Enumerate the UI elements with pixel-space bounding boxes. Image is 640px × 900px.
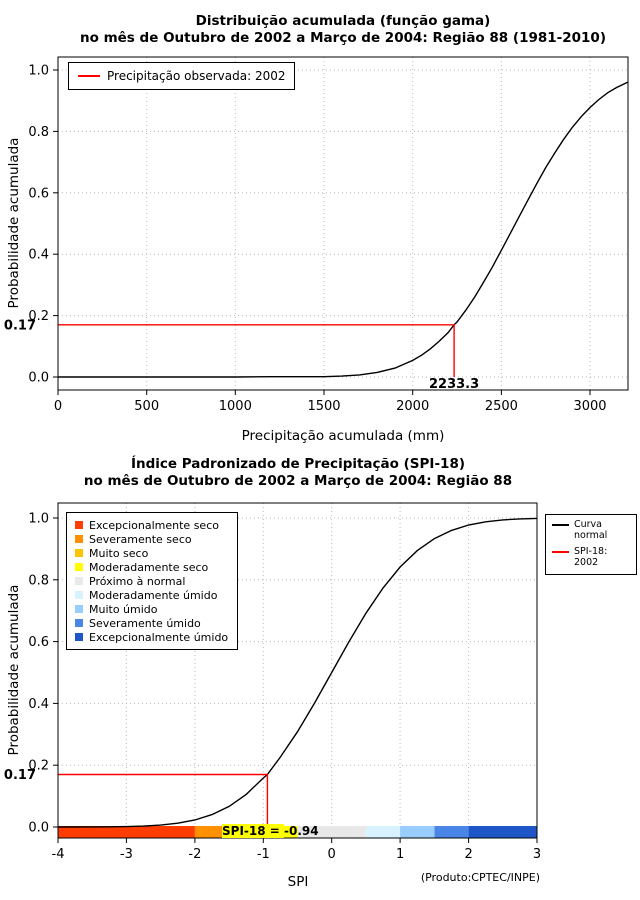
- chart2-y-axis-label: Probabilidade acumulada: [6, 584, 22, 756]
- category-swatch-icon: [75, 619, 83, 627]
- svg-text:2500: 2500: [485, 399, 518, 414]
- svg-text:-3: -3: [120, 847, 133, 862]
- svg-text:0: 0: [328, 847, 336, 862]
- category-label: Moderadamente seco: [89, 560, 209, 574]
- category-swatch-icon: [75, 535, 83, 543]
- svg-text:2: 2: [464, 847, 472, 862]
- svg-text:-4: -4: [52, 847, 65, 862]
- curves-legend: Curva normal SPI-18: 2002: [545, 514, 637, 575]
- spi-categories-legend: Excepcionalmente seco Severamente seco M…: [66, 512, 239, 650]
- category-swatch-icon: [75, 591, 83, 599]
- svg-text:1500: 1500: [307, 399, 340, 414]
- svg-text:3000: 3000: [573, 399, 606, 414]
- legend-item-spi-2002: SPI-18: 2002: [552, 545, 630, 569]
- legend-item-proximo-a-normal: Próximo à normal: [75, 574, 228, 588]
- chart2-x-axis-label: SPI: [287, 874, 309, 890]
- svg-text:0.17: 0.17: [4, 318, 36, 333]
- product-credit: (Produto:CPTEC/INPE): [420, 871, 540, 884]
- svg-text:0.4: 0.4: [28, 248, 49, 263]
- category-label: Excepcionalmente úmido: [89, 630, 229, 644]
- category-swatch-icon: [75, 633, 83, 641]
- category-label: Severamente úmido: [89, 616, 201, 630]
- chart1-subtitle: no mês de Outubro de 2002 a Março de 200…: [80, 30, 606, 46]
- category-label: Severamente seco: [89, 532, 192, 546]
- chart1-y-axis-label: Probabilidade acumulada: [6, 137, 22, 309]
- normal-curve-label: Curva normal: [574, 519, 608, 541]
- spi-line-label: SPI-18: 2002: [574, 545, 608, 568]
- svg-text:0.8: 0.8: [28, 125, 49, 140]
- svg-text:0.6: 0.6: [28, 186, 49, 201]
- category-swatch-icon: [75, 563, 83, 571]
- observed-precip-legend-label: Precipitação observada: 2002: [107, 69, 286, 83]
- svg-text:0.6: 0.6: [28, 635, 49, 650]
- svg-text:-2: -2: [188, 847, 201, 862]
- category-swatch-icon: [75, 605, 83, 613]
- category-swatch-icon: [75, 521, 83, 529]
- legend-item-moderadamente-seco: Moderadamente seco: [75, 560, 228, 574]
- legend-item-muito-umido: Muito úmido: [75, 602, 228, 616]
- legend-item-severamente-seco: Severamente seco: [75, 532, 228, 546]
- legend-item-curva-normal: Curva normal: [552, 519, 630, 542]
- svg-text:2233.3: 2233.3: [429, 377, 479, 392]
- spi-value-prefix: SPI-18 =: [222, 824, 284, 838]
- gamma-cdf-plot: 0 500 1000 1500 2000 2500 3000 0.0 0.2 0.4 0.6 0.8 1…: [4, 56, 629, 414]
- spi-cdf-plot: -4 -3 -2 -1 0 1 2 3 0.0 0.2 0.4 0.6 0.8 1.0 0.17: [4, 502, 541, 862]
- category-label: Excepcionalmente seco: [89, 518, 219, 532]
- svg-text:0.2: 0.2: [28, 309, 49, 324]
- normal-curve-line-sample: [552, 524, 569, 526]
- legend-item-moderadamente-umido: Moderadamente úmido: [75, 588, 228, 602]
- svg-text:0.0: 0.0: [28, 821, 49, 836]
- chart1-title: Distribuição acumulada (função gama): [195, 13, 491, 29]
- svg-text:500: 500: [134, 399, 159, 414]
- chart1-x-axis-label: Precipitação acumulada (mm): [241, 428, 445, 444]
- svg-text:0.8: 0.8: [28, 573, 49, 588]
- observed-precip-line-sample: [78, 75, 100, 77]
- legend-item-excepcionalmente-umido: Excepcionalmente úmido: [75, 630, 228, 644]
- category-label: Moderadamente úmido: [89, 588, 218, 602]
- svg-text:1000: 1000: [219, 399, 252, 414]
- chart2-subtitle: no mês de Outubro de 2002 a Março de 200…: [83, 473, 513, 489]
- chart1-legend: Precipitação observada: 2002: [68, 62, 296, 90]
- svg-text:0.17: 0.17: [4, 768, 36, 783]
- svg-text:3: 3: [533, 847, 541, 862]
- spi-value-annotation: SPI-18 = -0.94: [222, 824, 319, 838]
- svg-text:1.0: 1.0: [28, 512, 49, 527]
- category-label: Próximo à normal: [89, 574, 186, 588]
- svg-text:0.4: 0.4: [28, 697, 49, 712]
- chart2-title: Índice Padronizado de Precipitação (SPI-…: [130, 456, 466, 472]
- category-label: Muito seco: [89, 546, 149, 560]
- category-swatch-icon: [75, 577, 83, 585]
- legend-item-severamente-umido: Severamente úmido: [75, 616, 228, 630]
- category-swatch-icon: [75, 549, 83, 557]
- svg-text:0: 0: [54, 399, 62, 414]
- svg-text:0.0: 0.0: [28, 371, 49, 386]
- svg-text:1.0: 1.0: [28, 64, 49, 79]
- spi-value-number: -0.94: [284, 824, 319, 838]
- spi-line-sample: [552, 550, 569, 553]
- legend-item-excepcionalmente-seco: Excepcionalmente seco: [75, 518, 228, 532]
- svg-text:-1: -1: [257, 847, 270, 862]
- svg-text:2000: 2000: [396, 399, 429, 414]
- legend-item-muito-seco: Muito seco: [75, 546, 228, 560]
- svg-text:0.2: 0.2: [28, 759, 49, 774]
- svg-text:1: 1: [396, 847, 404, 862]
- category-label: Muito úmido: [89, 602, 158, 616]
